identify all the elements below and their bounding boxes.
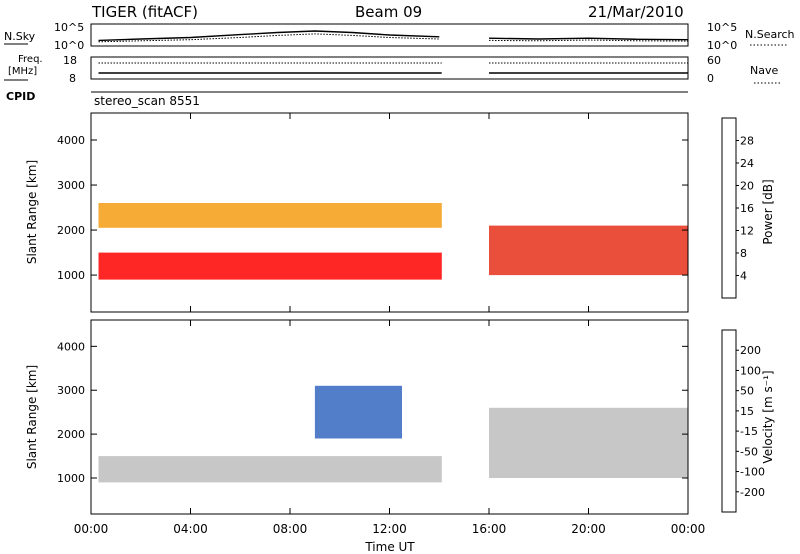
colorbar-tick-label: 16 bbox=[740, 202, 754, 215]
plot-title: TIGER (fitACF) bbox=[91, 3, 198, 21]
nsearch-label: N.Search bbox=[745, 28, 795, 41]
colorbar-tick-label: 4 bbox=[740, 270, 747, 283]
colorbar-tick-label: 12 bbox=[740, 225, 754, 238]
heatmap-region bbox=[489, 407, 688, 478]
freq-label-1: Freq. bbox=[18, 54, 43, 65]
sky-right-tick-bottom: 10^0 bbox=[707, 39, 737, 52]
power-colorbar-label: Power [dB] bbox=[761, 179, 775, 244]
power-colorbar: 4 8 12 16 20 24 28 bbox=[721, 117, 754, 299]
cpid-label: CPID bbox=[6, 90, 35, 103]
velocity-colorbar-label: Velocity [m s⁻¹] bbox=[761, 370, 775, 463]
sky-left-tick-bottom: 10^0 bbox=[54, 39, 84, 52]
colorbar-tick-label: 200 bbox=[740, 344, 761, 357]
date-label: 21/Mar/2010 bbox=[588, 3, 684, 21]
colorbar-tick-label: 20 bbox=[740, 180, 754, 193]
colorbar-tick-label: -200 bbox=[740, 486, 765, 499]
nave-label: Nave bbox=[750, 64, 778, 77]
colorbar-tick-label: 24 bbox=[740, 157, 754, 170]
xtick-label: 12:00 bbox=[372, 522, 407, 536]
freq-right-tick-bottom: 0 bbox=[707, 72, 714, 85]
colorbar-tick-label: 15 bbox=[740, 405, 754, 418]
xtick-label: 16:00 bbox=[472, 522, 507, 536]
xtick-label: 04:00 bbox=[173, 522, 208, 536]
xtick-label: 00:00 bbox=[74, 522, 109, 536]
heatmap-region bbox=[314, 385, 402, 439]
freq-right-tick-top: 60 bbox=[707, 54, 721, 67]
power-ylabel: Slant Range [km] bbox=[25, 160, 39, 264]
ytick-label: 3000 bbox=[57, 179, 85, 192]
ytick-label: 3000 bbox=[57, 384, 85, 397]
power-yaxis: 1000 2000 3000 4000 bbox=[57, 134, 688, 282]
heatmap-region bbox=[489, 225, 688, 276]
sky-panel-frame bbox=[90, 23, 689, 47]
freq-left-tick-bottom: 8 bbox=[69, 72, 76, 85]
ytick-label: 1000 bbox=[57, 472, 85, 485]
colorbar-tick-label: 50 bbox=[740, 385, 754, 398]
velocity-colorbar: 200 100 50 15 -15 -50 -100 -200 bbox=[721, 329, 765, 513]
power-heatmap bbox=[98, 203, 688, 280]
time-axis: 00:00 04:00 08:00 12:00 16:00 20:00 00:00 bbox=[74, 113, 706, 536]
colorbar-frame bbox=[721, 329, 737, 513]
heatmap-region bbox=[98, 456, 442, 483]
sky-left-tick-top: 10^5 bbox=[54, 21, 84, 34]
freq-left-tick-top: 18 bbox=[63, 54, 77, 67]
velocity-heatmap bbox=[98, 385, 688, 483]
freq-label-2: [MHz] bbox=[8, 66, 37, 77]
xtick-label: 20:00 bbox=[571, 522, 606, 536]
beam-label: Beam 09 bbox=[355, 3, 422, 21]
colorbar-frame bbox=[721, 117, 737, 299]
xtick-label: 00:00 bbox=[671, 522, 706, 536]
ytick-label: 4000 bbox=[57, 340, 85, 353]
heatmap-region bbox=[98, 252, 442, 280]
ytick-label: 1000 bbox=[57, 269, 85, 282]
ytick-label: 2000 bbox=[57, 224, 85, 237]
heatmap-region bbox=[98, 203, 442, 228]
xtick-label: 08:00 bbox=[273, 522, 308, 536]
colorbar-tick-label: -15 bbox=[740, 425, 758, 438]
ytick-label: 4000 bbox=[57, 134, 85, 147]
colorbar-tick-label: 28 bbox=[740, 135, 754, 148]
colorbar-tick-label: 8 bbox=[740, 247, 747, 260]
time-axis-label: Time UT bbox=[364, 540, 415, 554]
velocity-yaxis: 1000 2000 3000 4000 bbox=[57, 340, 688, 485]
sky-right-tick-top: 10^5 bbox=[707, 21, 737, 34]
ytick-label: 2000 bbox=[57, 428, 85, 441]
colorbar-tick-label: 100 bbox=[740, 364, 761, 377]
nsky-label: N.Sky bbox=[4, 30, 36, 43]
velocity-ylabel: Slant Range [km] bbox=[25, 365, 39, 469]
freq-panel-frame bbox=[90, 56, 689, 80]
colorbar-tick-label: -100 bbox=[740, 466, 765, 479]
nsky-series-line bbox=[98, 30, 689, 42]
cpid-value: stereo_scan 8551 bbox=[94, 94, 200, 108]
colorbar-tick-label: -50 bbox=[740, 445, 758, 458]
nsearch-series-line bbox=[98, 33, 689, 43]
